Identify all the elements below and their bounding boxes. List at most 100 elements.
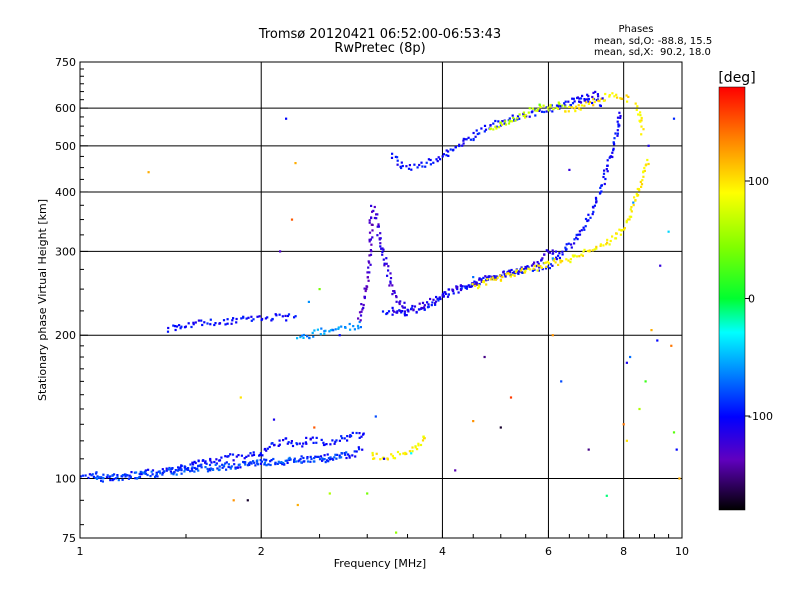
data-point: [154, 474, 158, 477]
data-point: [630, 215, 633, 218]
data-point: [353, 328, 356, 331]
data-point: [601, 97, 604, 100]
data-point: [527, 111, 530, 114]
data-point: [504, 123, 507, 126]
data-point: [253, 461, 256, 464]
data-point: [592, 91, 595, 94]
data-point: [565, 248, 568, 251]
data-point: [635, 108, 638, 111]
data-point: [398, 453, 402, 456]
data-point: [209, 323, 212, 326]
data-point: [558, 252, 561, 255]
data-point: [552, 259, 555, 262]
y-tick-label: 75: [62, 532, 76, 545]
data-point: [508, 271, 511, 274]
data-point: [368, 231, 372, 234]
data-point: [522, 111, 526, 114]
data-point: [390, 453, 393, 456]
data-point: [499, 278, 502, 281]
data-point: [492, 122, 495, 125]
data-point: [379, 242, 382, 245]
data-point: [248, 463, 251, 466]
data-point: [460, 287, 463, 290]
data-point: [524, 114, 527, 117]
data-point: [578, 255, 581, 258]
data-point: [238, 463, 241, 466]
data-point: [434, 300, 438, 303]
data-point: [611, 235, 614, 238]
data-point: [524, 116, 527, 119]
data-point: [612, 147, 615, 150]
chart-title-line2: RwPretec (8p): [334, 41, 425, 56]
data-point: [626, 100, 629, 103]
data-point: [618, 228, 621, 231]
data-point: [328, 330, 331, 333]
x-tick-label: 10: [675, 545, 689, 558]
data-point: [224, 323, 227, 326]
data-point: [109, 479, 112, 482]
data-point: [410, 452, 413, 455]
data-point: [432, 161, 435, 164]
data-point: [272, 457, 275, 461]
data-point: [568, 105, 571, 108]
data-point: [334, 328, 337, 331]
data-point: [543, 110, 546, 114]
data-point: [584, 217, 588, 221]
data-point: [304, 441, 307, 444]
data-point: [325, 459, 329, 462]
data-point: [420, 306, 423, 310]
data-point: [368, 271, 371, 274]
data-point: [357, 317, 360, 320]
data-point: [371, 236, 374, 239]
data-point: [204, 461, 207, 464]
data-point: [214, 322, 217, 325]
data-point: [134, 477, 137, 480]
data-point: [319, 455, 323, 458]
data-point: [386, 274, 389, 277]
data-point: [386, 457, 389, 460]
data-point: [324, 329, 327, 332]
data-point: [462, 139, 465, 142]
data-point: [513, 270, 516, 273]
data-point: [189, 470, 192, 473]
data-point: [369, 253, 373, 256]
data-point: [407, 167, 411, 170]
data-point: [486, 278, 489, 281]
data-point: [124, 475, 127, 478]
data-point: [167, 326, 170, 330]
data-point: [372, 209, 375, 212]
data-point: [333, 456, 336, 459]
data-point: [270, 319, 273, 322]
data-point: [416, 448, 419, 451]
data-point: [616, 120, 619, 123]
data-point: [487, 275, 490, 279]
data-point: [333, 442, 336, 445]
data-point: [293, 460, 296, 463]
data-point: [618, 111, 621, 114]
data-point: [136, 477, 139, 480]
data-point: [502, 271, 505, 274]
data-point: [143, 472, 146, 475]
data-point: [395, 300, 398, 303]
data-point: [513, 119, 516, 122]
data-point: [548, 262, 551, 265]
data-point: [370, 243, 373, 246]
data-point: [458, 143, 461, 146]
data-point: [370, 250, 373, 253]
data-point: [335, 439, 338, 442]
data-point: [627, 95, 630, 98]
data-point: [625, 219, 628, 222]
data-point: [302, 456, 305, 460]
data-point: [168, 468, 171, 471]
data-point: [524, 269, 527, 272]
data-point: [305, 442, 308, 445]
data-point: [423, 308, 426, 311]
data-point: [371, 210, 374, 213]
data-point: [105, 476, 108, 479]
data-point: [583, 248, 586, 251]
data-point: [340, 456, 343, 459]
data-point: [396, 163, 399, 166]
data-point: [302, 333, 305, 337]
data-point: [643, 169, 646, 172]
data-point: [559, 259, 562, 262]
